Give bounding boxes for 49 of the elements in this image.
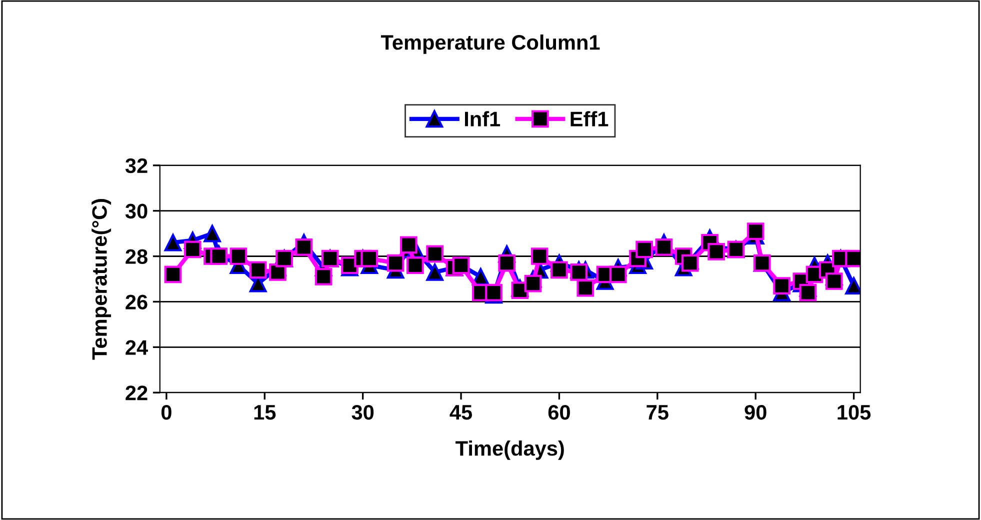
y-axis-title: Temperature(°C) xyxy=(92,199,112,360)
y-tick-label: 26 xyxy=(126,294,148,310)
x-tick-label: 105 xyxy=(838,404,871,420)
x-tick-label: 75 xyxy=(646,405,668,420)
point xyxy=(636,240,653,258)
point xyxy=(400,236,418,254)
point xyxy=(524,274,542,292)
y-tick-label: 24 xyxy=(126,340,148,355)
point xyxy=(708,243,726,260)
x-tick-label: 90 xyxy=(744,404,766,420)
point xyxy=(746,222,764,240)
point xyxy=(498,254,516,272)
x-axis-title: Time(days) xyxy=(456,440,564,460)
chart-title: Temperature Column1 xyxy=(380,34,600,54)
y-tick-label: 30 xyxy=(125,204,148,219)
point xyxy=(386,254,404,272)
point xyxy=(550,261,568,279)
x-tick-label: 45 xyxy=(450,405,472,420)
point xyxy=(773,277,790,294)
point xyxy=(426,245,444,263)
point xyxy=(799,284,817,302)
point xyxy=(825,272,843,290)
x-tick-label: 60 xyxy=(548,404,570,420)
x-tick-label: 0 xyxy=(161,404,172,420)
point xyxy=(230,248,248,265)
point xyxy=(360,250,378,268)
point xyxy=(295,238,313,256)
y-tick-label: 22 xyxy=(126,386,148,400)
point xyxy=(314,268,332,286)
y-tick-label: 32 xyxy=(125,158,148,174)
point xyxy=(406,256,424,274)
legend-label: Eff1 xyxy=(570,111,608,126)
point xyxy=(210,248,228,265)
point xyxy=(530,248,548,265)
point xyxy=(655,238,673,256)
point xyxy=(681,254,699,272)
point xyxy=(249,261,267,279)
point xyxy=(426,263,444,281)
point xyxy=(204,224,221,242)
point xyxy=(184,240,202,258)
point xyxy=(570,263,588,281)
point xyxy=(576,279,594,297)
point xyxy=(609,266,627,284)
point xyxy=(164,234,182,252)
point xyxy=(164,266,182,284)
y-tick-label: 28 xyxy=(126,249,148,264)
x-tick-label: 30 xyxy=(352,404,374,420)
legend-label: Inf1 xyxy=(464,111,500,126)
x-tick-label: 15 xyxy=(254,405,276,420)
